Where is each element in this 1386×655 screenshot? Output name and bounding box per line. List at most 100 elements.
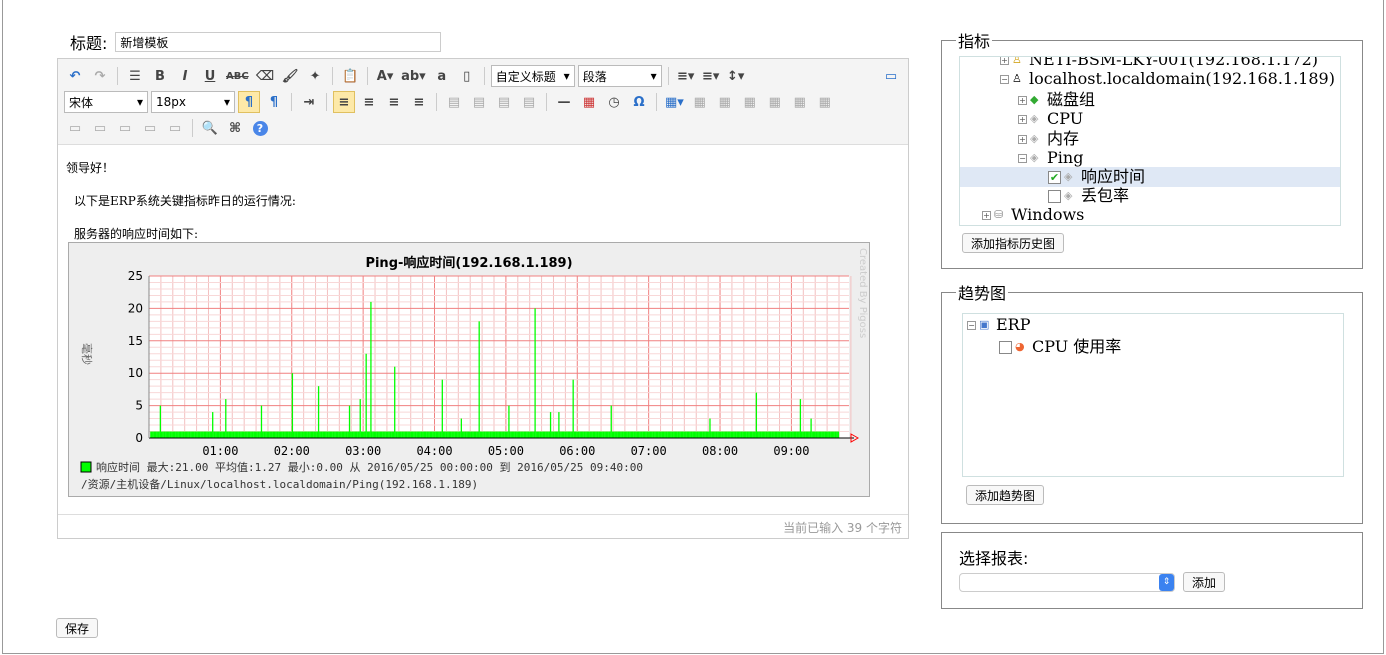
editor-content[interactable]: 领导好！ 以下是ERP系统关键指标昨日的运行情况: 服务器的响应时间如下: bbox=[58, 145, 908, 272]
indent-icon[interactable]: ⇥ bbox=[303, 94, 315, 110]
image-left-icon[interactable]: ▤ bbox=[447, 94, 461, 110]
bar bbox=[634, 431, 636, 438]
x-tick-label: 02:00 bbox=[274, 444, 310, 458]
magic-wand-icon[interactable]: ✦ bbox=[309, 68, 321, 84]
horizontal-rule-icon[interactable]: — bbox=[557, 94, 571, 110]
date-icon[interactable]: ▦ bbox=[582, 94, 596, 110]
bar bbox=[822, 431, 824, 438]
add-report-button[interactable]: 添加 bbox=[1183, 572, 1226, 592]
tree-node[interactable]: Ping bbox=[1047, 148, 1084, 167]
binoculars-icon[interactable]: ⌘ bbox=[228, 120, 242, 136]
bar bbox=[231, 431, 233, 438]
checkbox[interactable] bbox=[999, 340, 1012, 354]
tree-node[interactable]: 磁盘组 bbox=[1047, 90, 1096, 109]
trend-tree[interactable]: − ▣ ERP ◕ CPU 使用率 bbox=[962, 313, 1344, 477]
table-cell-icon[interactable]: ▭ bbox=[168, 120, 182, 136]
font-size-select[interactable]: 18px ▾ bbox=[151, 91, 235, 113]
bold-icon[interactable]: B bbox=[155, 68, 165, 84]
insert-col-icon[interactable]: ▦ bbox=[743, 94, 756, 110]
strikethrough-icon[interactable]: ABC bbox=[226, 70, 249, 82]
rtl-icon[interactable]: ¶ bbox=[269, 94, 279, 110]
align-center-icon[interactable]: ≡ bbox=[363, 94, 375, 110]
paragraph-select[interactable]: 段落 ▾ bbox=[577, 65, 662, 87]
image-none-icon[interactable]: ▤ bbox=[472, 94, 486, 110]
bar bbox=[367, 431, 370, 438]
bar bbox=[762, 431, 765, 438]
table-icon[interactable]: ▦▾ bbox=[665, 94, 684, 110]
tree-node[interactable]: CPU 使用率 bbox=[1032, 337, 1122, 356]
underline-icon[interactable]: U bbox=[204, 68, 216, 84]
line-height-icon[interactable]: ↕▾ bbox=[726, 68, 745, 84]
add-trend-button[interactable]: 添加趋势图 bbox=[966, 485, 1045, 505]
bar bbox=[633, 431, 635, 438]
redo-icon[interactable]: ↷ bbox=[94, 68, 106, 84]
align-right-icon[interactable]: ≡ bbox=[388, 94, 400, 110]
bar bbox=[590, 431, 592, 438]
bar bbox=[348, 405, 351, 438]
bar bbox=[316, 431, 319, 438]
highlight-icon[interactable]: ab▾ bbox=[401, 68, 426, 84]
bar bbox=[636, 431, 639, 438]
bar bbox=[701, 431, 703, 438]
merge-right-icon[interactable]: ▭ bbox=[68, 120, 82, 136]
image-center-icon[interactable]: ▤ bbox=[522, 94, 536, 110]
fullscreen-icon[interactable]: ▭ bbox=[884, 68, 898, 84]
font-family-select[interactable]: 宋体 ▾ bbox=[64, 91, 148, 113]
report-select[interactable]: ⇕ bbox=[959, 573, 1175, 592]
align-left-icon[interactable]: ≡ bbox=[333, 91, 355, 113]
bar bbox=[378, 431, 380, 438]
image-right-icon[interactable]: ▤ bbox=[497, 94, 511, 110]
tree-node[interactable]: localhost.localdomain(192.168.1.189) bbox=[1029, 69, 1335, 88]
bar bbox=[326, 431, 328, 438]
tree-node[interactable]: 响应时间 bbox=[1081, 167, 1146, 186]
bar bbox=[482, 431, 484, 438]
special-char-icon[interactable]: Ω bbox=[633, 94, 645, 110]
split-cells-icon[interactable]: ▦ bbox=[793, 94, 806, 110]
merge-cells-icon[interactable]: ▦ bbox=[768, 94, 781, 110]
split-cols-icon[interactable]: ▭ bbox=[143, 120, 157, 136]
search-replace-icon[interactable]: 🔍 bbox=[201, 120, 219, 136]
justify-icon[interactable]: ≡ bbox=[413, 94, 425, 110]
text-box-icon[interactable]: a bbox=[437, 68, 447, 84]
save-button[interactable]: 保存 bbox=[56, 618, 99, 638]
bar bbox=[727, 431, 729, 438]
undo-icon[interactable]: ↶ bbox=[69, 68, 81, 84]
bar bbox=[425, 431, 427, 438]
ping-chart-image[interactable]: 0 5 10 15 20 25 01:00 02:00 03:00 04:00 05:00 06:00… bbox=[68, 242, 870, 497]
font-color-icon[interactable]: A▾ bbox=[376, 68, 394, 84]
row-spacing-bottom-icon[interactable]: ≡▾ bbox=[701, 68, 720, 84]
insert-list-icon[interactable]: ☰ bbox=[129, 68, 141, 84]
table-props-icon[interactable]: ▦ bbox=[818, 94, 831, 110]
bar bbox=[734, 431, 736, 438]
bar bbox=[382, 431, 384, 438]
add-metric-history-button[interactable]: 添加指标历史图 bbox=[962, 233, 1065, 253]
time-icon[interactable]: ◷ bbox=[608, 94, 620, 110]
tree-node[interactable]: Windows bbox=[1011, 205, 1085, 224]
page-icon[interactable]: ▯ bbox=[463, 68, 471, 84]
delete-table-icon[interactable]: ▦ bbox=[693, 94, 706, 110]
checkbox-checked[interactable]: ✔ bbox=[1048, 170, 1061, 184]
bar bbox=[797, 431, 799, 438]
bar bbox=[325, 431, 327, 438]
bar bbox=[768, 431, 771, 438]
italic-icon[interactable]: I bbox=[182, 68, 188, 84]
tree-node[interactable]: CPU bbox=[1047, 109, 1084, 128]
paste-icon[interactable]: 📋 bbox=[342, 68, 359, 84]
checkbox[interactable] bbox=[1048, 189, 1061, 203]
metrics-tree[interactable]: + ♙ NETI-BSM-LKY-001(192.168.1.172) − ♙ loca… bbox=[959, 56, 1341, 226]
title-input[interactable] bbox=[115, 32, 442, 52]
split-rows-icon[interactable]: ▭ bbox=[118, 120, 132, 136]
tree-node[interactable]: 内存 bbox=[1047, 129, 1080, 148]
insert-row-icon[interactable]: ▦ bbox=[718, 94, 731, 110]
merge-down-icon[interactable]: ▭ bbox=[93, 120, 107, 136]
format-brush-icon[interactable]: 🖌 bbox=[281, 68, 299, 84]
ltr-icon[interactable]: ¶ bbox=[238, 91, 260, 113]
tree-node[interactable]: NETI-BSM-LKY-001(192.168.1.172) bbox=[1029, 56, 1319, 69]
row-spacing-top-icon[interactable]: ≡▾ bbox=[676, 68, 695, 84]
heading-select[interactable]: 自定义标题 ▾ bbox=[490, 65, 575, 87]
bar bbox=[598, 431, 600, 438]
tree-node[interactable]: ERP bbox=[996, 315, 1031, 334]
help-icon[interactable]: ? bbox=[249, 117, 271, 139]
tree-node[interactable]: 丢包率 bbox=[1081, 186, 1130, 205]
eraser-icon[interactable]: ⌫ bbox=[255, 68, 275, 84]
